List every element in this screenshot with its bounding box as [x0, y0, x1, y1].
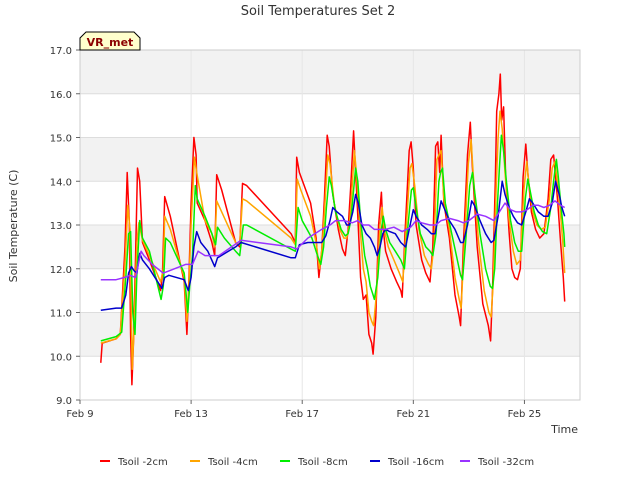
y-tick-label: 11.0 [50, 309, 72, 320]
legend-label: Tsoil -16cm [387, 457, 444, 468]
legend: Tsoil -2cm Tsoil -4cm Tsoil -8cm Tsoil -16c… [100, 457, 534, 468]
y-tick-label: 9.0 [56, 396, 72, 407]
series-line-5 [100, 200, 566, 281]
y-tick-label: 16.0 [50, 90, 72, 101]
legend-label: Tsoil -2cm [117, 457, 168, 468]
y-tick-label: 12.0 [50, 265, 72, 276]
legend-label: Tsoil -4cm [207, 457, 258, 468]
series-lines [100, 73, 566, 386]
y-axis-label: Soil Temperature (C) [7, 170, 20, 283]
legend-item: Tsoil -4cm [190, 457, 258, 468]
station-badge-label: VR_met [87, 36, 134, 49]
y-tick-label: 10.0 [50, 352, 72, 363]
legend-label: Tsoil -8cm [297, 457, 348, 468]
y-axis-ticks: 9.0 10.0 11.0 12.0 13.0 14.0 15.0 16.0 17.0 [50, 46, 80, 407]
plot-band [80, 225, 580, 269]
legend-item: Tsoil -2cm [100, 457, 168, 468]
legend-label: Tsoil -32cm [477, 457, 534, 468]
x-tick-label: Feb 9 [66, 409, 93, 420]
y-tick-label: 15.0 [50, 134, 72, 145]
plot-band [80, 50, 580, 94]
chart-title: Soil Temperatures Set 2 [241, 4, 396, 19]
legend-item: Tsoil -16cm [370, 457, 444, 468]
x-tick-label: Feb 25 [508, 409, 542, 420]
legend-item: Tsoil -32cm [460, 457, 534, 468]
x-axis-ticks: Feb 9 Feb 13 Feb 17 Feb 21 Feb 25 [66, 400, 541, 420]
station-badge: VR_met [79, 31, 141, 51]
y-tick-label: 17.0 [50, 46, 72, 57]
x-tick-label: Feb 21 [397, 409, 431, 420]
y-tick-label: 13.0 [50, 221, 72, 232]
x-tick-label: Feb 17 [285, 409, 319, 420]
x-axis-label: Time [550, 423, 578, 436]
series-line-4 [100, 180, 566, 312]
legend-item: Tsoil -8cm [280, 457, 348, 468]
x-tick-label: Feb 13 [174, 409, 208, 420]
y-tick-label: 14.0 [50, 177, 72, 188]
plot-band [80, 312, 580, 357]
